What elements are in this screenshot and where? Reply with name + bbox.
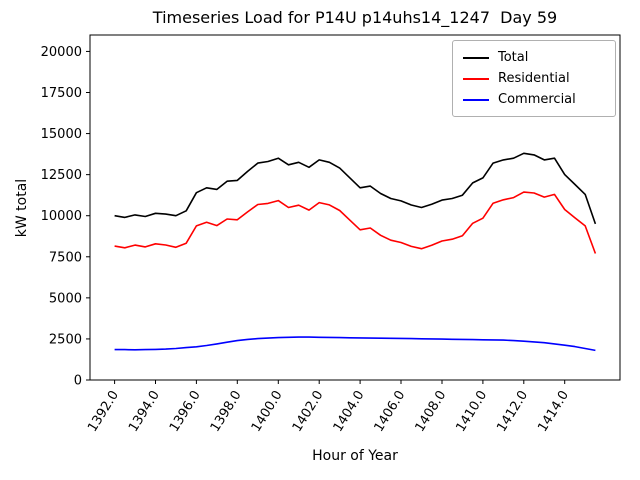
series-line-residential — [114, 191, 597, 254]
legend: Total Residential Commercial — [452, 40, 616, 117]
y-tick-label: 7500 — [49, 250, 82, 265]
x-tick-label: 1400.0 — [249, 388, 286, 435]
x-tick-label: 1414.0 — [535, 388, 572, 435]
legend-item-residential: Residential — [463, 68, 615, 89]
x-tick-label: 1392.0 — [85, 388, 122, 435]
legend-item-commercial: Commercial — [463, 89, 615, 110]
legend-label-residential: Residential — [498, 71, 570, 86]
legend-line-commercial — [463, 98, 489, 101]
y-tick-label: 20000 — [41, 45, 82, 60]
x-tick-label: 1398.0 — [208, 388, 245, 435]
y-tick-label: 5000 — [49, 291, 82, 306]
x-tick-label: 1394.0 — [126, 388, 163, 435]
series-line-commercial — [114, 336, 596, 352]
chart-title: Timeseries Load for P14U p14uhs14_1247 D… — [152, 8, 558, 27]
legend-item-total: Total — [463, 47, 615, 68]
legend-line-total — [463, 56, 489, 59]
y-tick-label: 12500 — [41, 168, 82, 183]
x-tick-label: 1412.0 — [494, 388, 531, 435]
y-tick-label: 10000 — [41, 209, 82, 224]
legend-label-commercial: Commercial — [498, 92, 576, 107]
axes-frame — [89, 34, 621, 381]
series-line-total — [114, 152, 597, 225]
legend-label-total: Total — [498, 50, 529, 65]
legend-line-residential — [463, 77, 489, 80]
x-tick-label: 1410.0 — [453, 388, 490, 435]
y-tick-label: 15000 — [41, 127, 82, 142]
x-tick-label: 1404.0 — [331, 388, 368, 435]
y-tick-label: 2500 — [49, 332, 82, 347]
y-tick-label: 0 — [74, 374, 82, 389]
x-tick-label: 1406.0 — [372, 388, 409, 435]
x-axis-label: Hour of Year — [312, 448, 398, 464]
x-tick-label: 1402.0 — [290, 388, 327, 435]
x-tick-label: 1396.0 — [167, 388, 204, 435]
y-tick-label: 17500 — [41, 86, 82, 101]
x-tick-label: 1408.0 — [413, 388, 450, 435]
